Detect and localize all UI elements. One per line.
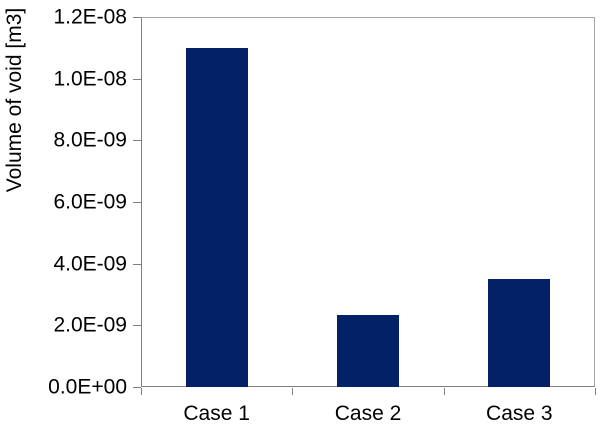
y-tick-label: 0.0E+00 xyxy=(48,375,127,399)
bar-case-2 xyxy=(337,314,399,387)
y-tick-mark xyxy=(133,78,141,80)
x-tick-mark xyxy=(443,388,445,395)
y-axis-title: Volume of void [m3] xyxy=(3,7,26,193)
y-tick-label: 8.0E-09 xyxy=(53,128,127,152)
y-tick-mark xyxy=(133,140,141,142)
y-tick-mark xyxy=(133,387,141,388)
y-tick-label: 4.0E-09 xyxy=(53,252,127,276)
y-tick-label: 1.0E-08 xyxy=(53,67,127,91)
bar-case-3 xyxy=(488,279,551,387)
y-tick-mark xyxy=(133,325,141,327)
x-category-label: Case 1 xyxy=(183,402,250,425)
bar-case-1 xyxy=(185,47,248,387)
y-tick-label: 6.0E-09 xyxy=(53,190,127,214)
y-tick-label: 2.0E-09 xyxy=(53,313,127,337)
y-tick-mark xyxy=(133,263,141,265)
x-tick-mark xyxy=(141,388,142,395)
x-tick-mark xyxy=(595,388,596,395)
x-category-label: Case 3 xyxy=(486,402,553,425)
y-tick-mark xyxy=(133,202,141,203)
y-tick-label: 1.2E-08 xyxy=(53,5,127,29)
x-tick-mark xyxy=(292,388,294,395)
y-tick-mark xyxy=(133,17,141,18)
x-category-label: Case 2 xyxy=(334,402,402,425)
